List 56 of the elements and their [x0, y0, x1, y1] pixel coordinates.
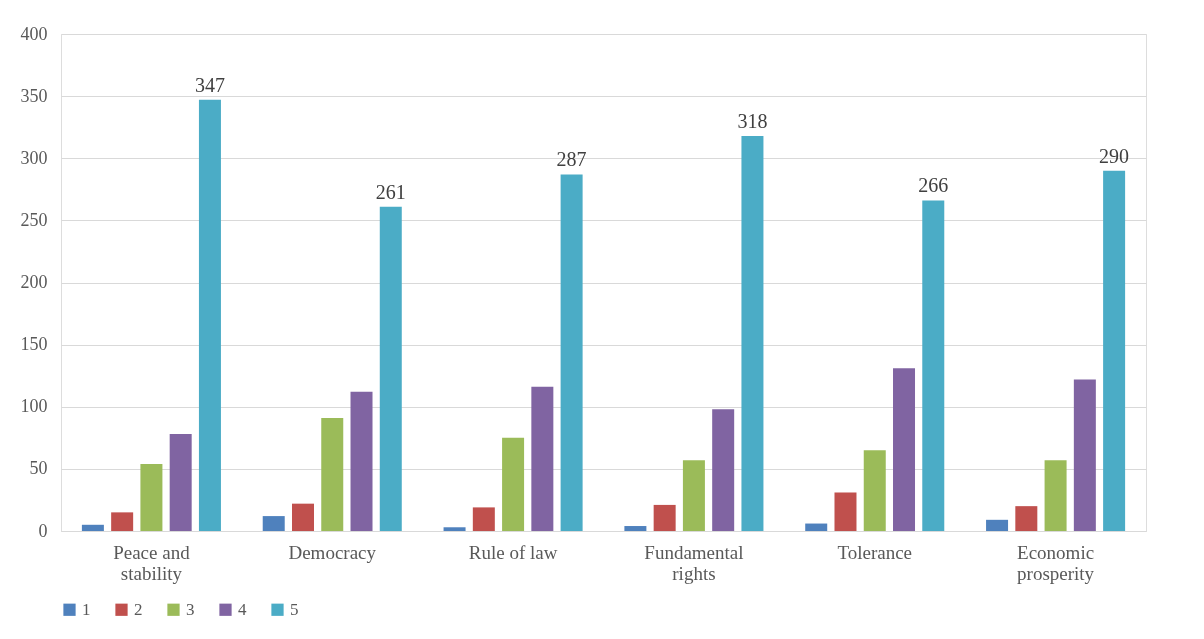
data-label: 261 [375, 180, 406, 203]
legend-label: 2 [134, 599, 143, 619]
bar [379, 206, 402, 531]
data-label: 287 [556, 148, 587, 171]
x-tick-label: Democracy [288, 541, 377, 563]
legend-label: 4 [238, 599, 247, 619]
bar [741, 135, 764, 531]
y-tick-label: 250 [20, 209, 48, 230]
y-tick-label: 200 [20, 272, 48, 292]
bar [321, 417, 344, 531]
bar [922, 200, 945, 531]
bar [893, 368, 916, 531]
bar [624, 526, 647, 531]
bar [472, 507, 495, 531]
y-tick-label: 350 [20, 85, 48, 106]
bar [986, 519, 1009, 531]
data-label: 266 [918, 174, 949, 197]
bar [1015, 506, 1038, 531]
bar [81, 524, 104, 531]
y-tick-label: 0 [38, 520, 48, 541]
x-tick-label: Peace and stability [113, 541, 191, 584]
bar [712, 409, 735, 531]
bar [805, 523, 828, 531]
legend-label: 1 [82, 599, 91, 619]
y-tick-label: 50 [29, 458, 48, 479]
legend-label: 3 [186, 599, 195, 619]
bar [560, 174, 583, 531]
x-tick-label: Economic prosperity [1017, 541, 1095, 584]
bar [443, 527, 466, 531]
y-tick-label: 100 [20, 396, 48, 417]
data-label: 347 [194, 73, 225, 96]
bar [1073, 379, 1096, 531]
bar [1103, 170, 1126, 531]
bar [198, 99, 221, 531]
bar [140, 463, 163, 531]
y-tick-label: 400 [20, 23, 48, 44]
bar [291, 503, 314, 531]
x-tick-label: Rule of law [468, 541, 558, 563]
bar [111, 512, 134, 531]
bar [863, 450, 886, 531]
bar [653, 504, 676, 531]
x-tick-label: Fundamental rights [644, 541, 744, 584]
bar [169, 434, 192, 531]
bar [502, 437, 525, 531]
data-label: 290 [1099, 144, 1130, 167]
data-label: 318 [737, 109, 768, 132]
y-tick-label: 300 [20, 147, 48, 168]
legend-label: 5 [290, 599, 299, 619]
bar [531, 386, 554, 531]
y-tick-label: 150 [20, 334, 48, 355]
bar [350, 391, 373, 531]
bar [1044, 460, 1067, 531]
bar [262, 516, 285, 531]
bar [834, 492, 857, 531]
bar [682, 460, 705, 531]
x-tick-label: Tolerance [837, 541, 913, 563]
